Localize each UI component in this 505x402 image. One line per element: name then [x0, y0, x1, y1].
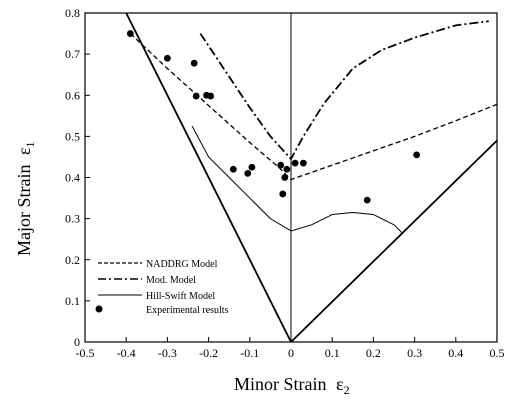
y-tick-label: 0.4 [65, 171, 80, 185]
x-axis-label-text: Minor Strain [234, 374, 327, 394]
x-axis-ticks: -0.5 -0.4 -0.3 -0.2 -0.1 0 0.1 0.2 0.3 0.4 0.5 [76, 337, 505, 360]
x-tick-label: -0.5 [76, 346, 95, 360]
x-tick-label: -0.4 [117, 346, 136, 360]
experimental-points [126, 30, 421, 204]
x-tick-label: 0 [288, 346, 294, 360]
experimental-point [279, 190, 287, 198]
legend: NADDRG Model Mod. Model Hill-Swift Model… [95, 259, 229, 316]
x-tick-label: 0.5 [490, 346, 505, 360]
y-tick-label: 0 [74, 335, 80, 349]
y-tick-label: 0.2 [65, 253, 80, 267]
experimental-point [192, 92, 200, 100]
x-tick-label: -0.3 [158, 346, 177, 360]
experimental-point [207, 92, 215, 100]
boundary-line-1 [290, 139, 498, 343]
series-line-dashdot [199, 20, 489, 160]
y-axis-label-symbol: ε [14, 147, 34, 155]
x-tick-label: 0.3 [407, 346, 422, 360]
experimental-point [281, 174, 289, 181]
legend-label-mod: Mod. Model [146, 275, 196, 286]
y-axis-label: Major Strain ε1 [14, 141, 37, 256]
experimental-point [283, 165, 291, 173]
series-line-dashed [129, 33, 498, 181]
boundary-layer [125, 12, 498, 343]
x-tick-label: 0.2 [366, 346, 381, 360]
legend-swatch-experimental [95, 305, 103, 313]
experimental-point [413, 151, 421, 159]
x-axis-label-symbol: ε [336, 374, 344, 394]
y-tick-label: 0.3 [65, 212, 80, 226]
legend-label-naddrg: NADDRG Model [146, 259, 218, 270]
x-tick-label: -0.2 [199, 346, 218, 360]
experimental-point [248, 163, 256, 171]
y-axis-label-sub: 1 [23, 141, 37, 147]
x-axis-label: Minor Strain ε2 [234, 374, 350, 397]
series-line-solid [191, 125, 403, 234]
y-axis-ticks: 0 0.1 0.2 0.3 0.4 0.5 0.6 0.7 0.8 [65, 6, 90, 349]
experimental-point [299, 159, 307, 167]
y-tick-label: 0.8 [65, 6, 80, 20]
y-tick-label: 0.1 [65, 294, 80, 308]
experimental-point [164, 54, 171, 62]
series-layer [129, 20, 498, 234]
boundary-line-0 [125, 12, 292, 343]
experimental-point [244, 169, 252, 177]
experimental-point [229, 165, 237, 173]
legend-label-hill-swift: Hill-Swift Model [146, 291, 215, 302]
experimental-point [277, 161, 285, 169]
experimental-point [291, 159, 299, 167]
legend-label-experimental: Experimental results [146, 305, 229, 316]
experimental-point [190, 59, 198, 67]
experimental-point [126, 30, 134, 37]
x-tick-label: 0.1 [325, 346, 340, 360]
x-axis-label-sub: 2 [344, 383, 350, 397]
experimental-point [363, 196, 371, 204]
x-tick-label: 0.4 [448, 346, 463, 360]
y-tick-label: 0.5 [65, 129, 80, 143]
y-axis-label-text: Major Strain [14, 165, 34, 257]
y-tick-label: 0.6 [65, 88, 80, 102]
y-tick-label: 0.7 [65, 47, 80, 61]
x-tick-label: -0.1 [240, 346, 259, 360]
